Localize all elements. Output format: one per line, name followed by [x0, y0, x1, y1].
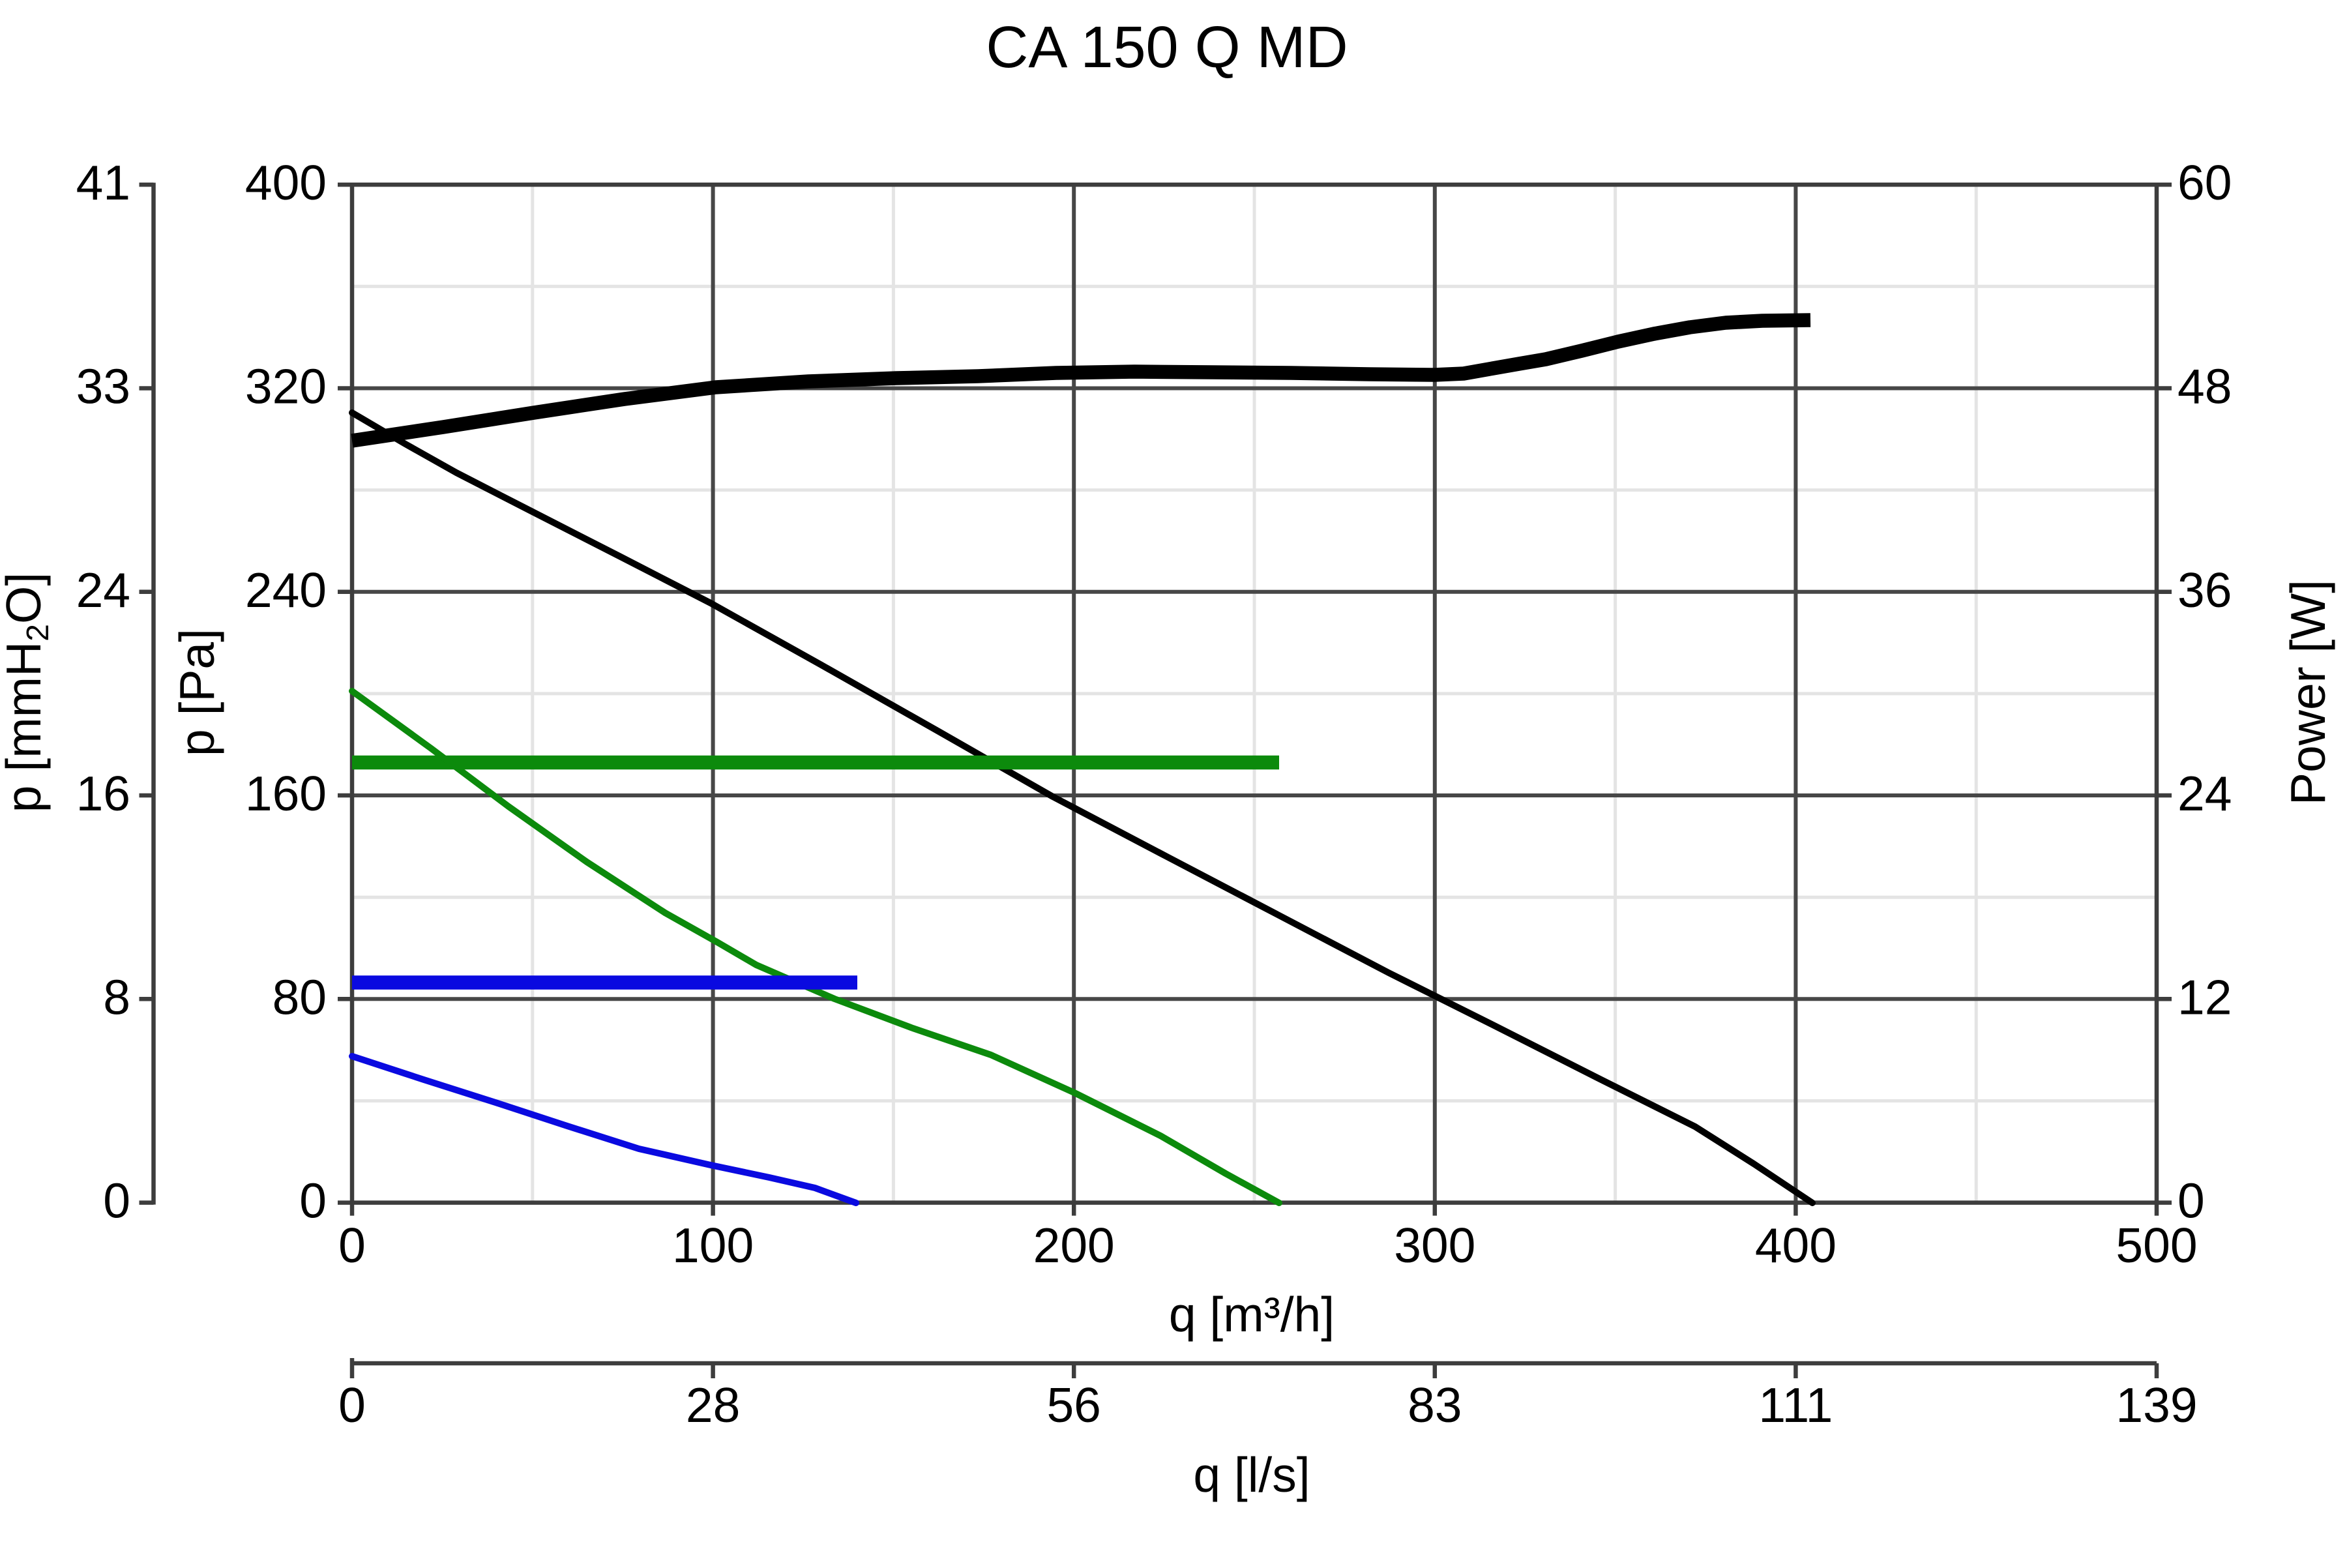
svg-text:Power [W]: Power [W]: [2281, 580, 2335, 805]
svg-text:240: 240: [245, 563, 327, 617]
svg-text:83: 83: [1408, 1378, 1462, 1432]
svg-text:8: 8: [103, 969, 130, 1024]
svg-text:0: 0: [299, 1174, 327, 1228]
svg-text:56: 56: [1046, 1378, 1100, 1432]
svg-text:16: 16: [76, 766, 130, 821]
svg-text:33: 33: [76, 359, 130, 414]
svg-text:CA 150 Q MD: CA 150 Q MD: [986, 15, 1348, 80]
svg-text:48: 48: [2177, 359, 2232, 414]
svg-text:200: 200: [1033, 1218, 1115, 1273]
svg-text:24: 24: [2177, 766, 2232, 821]
svg-text:0: 0: [103, 1174, 130, 1228]
svg-text:12: 12: [2177, 969, 2232, 1024]
svg-text:400: 400: [1755, 1218, 1837, 1273]
svg-text:p [Pa]: p [Pa]: [170, 629, 224, 756]
svg-text:160: 160: [245, 766, 327, 821]
svg-text:0: 0: [2177, 1174, 2205, 1228]
svg-text:28: 28: [686, 1378, 740, 1432]
svg-text:80: 80: [273, 969, 327, 1024]
svg-text:0: 0: [338, 1218, 366, 1273]
svg-text:q [m³/h]: q [m³/h]: [1169, 1287, 1335, 1342]
svg-text:24: 24: [76, 563, 130, 617]
svg-text:400: 400: [245, 155, 327, 210]
svg-text:320: 320: [245, 359, 327, 414]
svg-text:0: 0: [338, 1378, 366, 1432]
svg-text:300: 300: [1394, 1218, 1475, 1273]
svg-text:100: 100: [672, 1218, 754, 1273]
svg-text:139: 139: [2116, 1378, 2197, 1432]
svg-text:q [l/s]: q [l/s]: [1193, 1447, 1310, 1502]
svg-text:60: 60: [2177, 155, 2232, 210]
svg-text:111: 111: [1758, 1378, 1833, 1432]
svg-text:500: 500: [2116, 1218, 2197, 1273]
svg-text:41: 41: [76, 155, 130, 210]
svg-text:36: 36: [2177, 563, 2232, 617]
svg-text:p [mmH2O]: p [mmH2O]: [0, 572, 55, 812]
